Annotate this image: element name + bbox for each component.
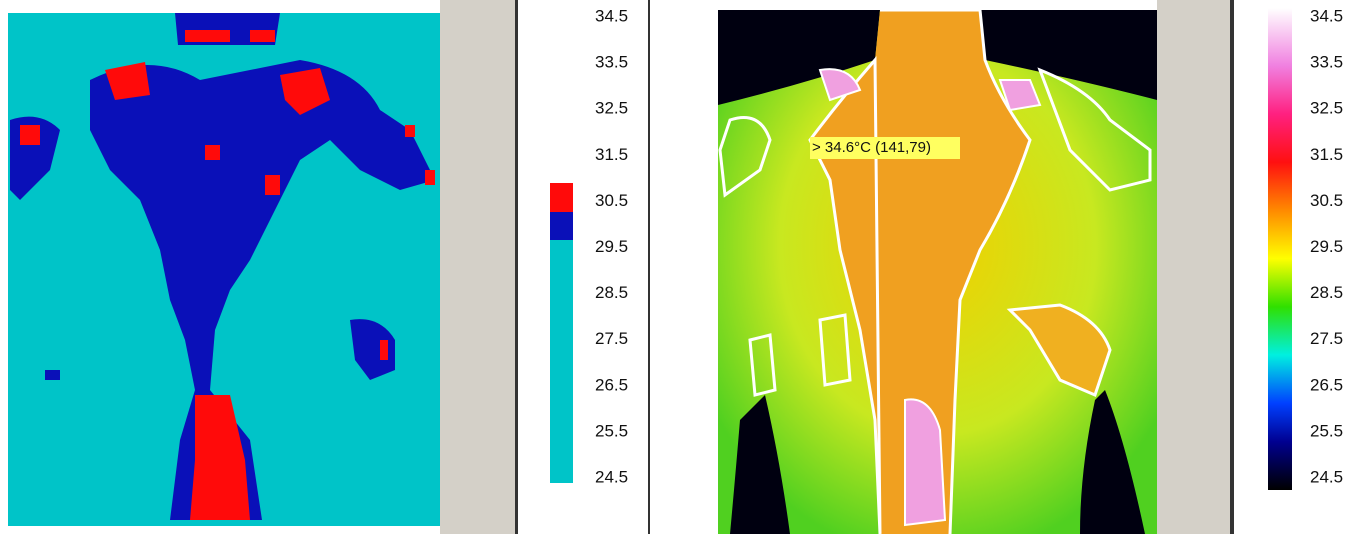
scale-label: 26.5 xyxy=(595,375,628,394)
scale-label: 25.5 xyxy=(1310,421,1343,440)
scale-label: 27.5 xyxy=(595,329,628,348)
separator xyxy=(515,0,518,534)
scale-label: 25.5 xyxy=(595,421,628,440)
scale-label: 34.5 xyxy=(595,6,628,25)
scale-label: 24.5 xyxy=(1310,467,1343,486)
scale-label: 30.5 xyxy=(1310,191,1343,210)
scale-label: 32.5 xyxy=(1310,99,1343,118)
page: > 34.6°C (141,79) 34.5 33.5 32.5 31.5 30.5 29… xyxy=(0,0,1367,534)
scale-label: 32.5 xyxy=(595,99,628,118)
scale-label: 33.5 xyxy=(1310,53,1343,72)
gray-area xyxy=(1157,0,1230,534)
right-thermal-image: > 34.6°C (141,79) xyxy=(718,10,1157,534)
scale-label: 33.5 xyxy=(595,53,628,72)
scale-label: 24.5 xyxy=(595,467,628,486)
separator xyxy=(1230,0,1234,534)
left-scale-bar xyxy=(550,0,573,483)
separator xyxy=(648,0,650,534)
scale-label: 30.5 xyxy=(595,191,628,210)
scale-label: 31.5 xyxy=(595,145,628,164)
scale-label: 34.5 xyxy=(1310,6,1343,25)
scale-label: 29.5 xyxy=(595,237,628,256)
right-scale-bar xyxy=(1268,8,1292,490)
scale-label: 29.5 xyxy=(1310,237,1343,256)
screen: > 34.6°C (141,79) 34.5 33.5 32.5 31.5 30.5 29… xyxy=(0,0,1367,534)
scale-label: 28.5 xyxy=(595,283,628,302)
left-thermal-image xyxy=(8,13,440,526)
scale-label: 27.5 xyxy=(1310,329,1343,348)
scale-label: 28.5 xyxy=(1310,283,1343,302)
scale-label: 26.5 xyxy=(1310,375,1343,394)
scale-label: 31.5 xyxy=(1310,145,1343,164)
annotation: > 34.6°C (141,79) xyxy=(812,139,931,156)
gray-area xyxy=(440,0,515,534)
